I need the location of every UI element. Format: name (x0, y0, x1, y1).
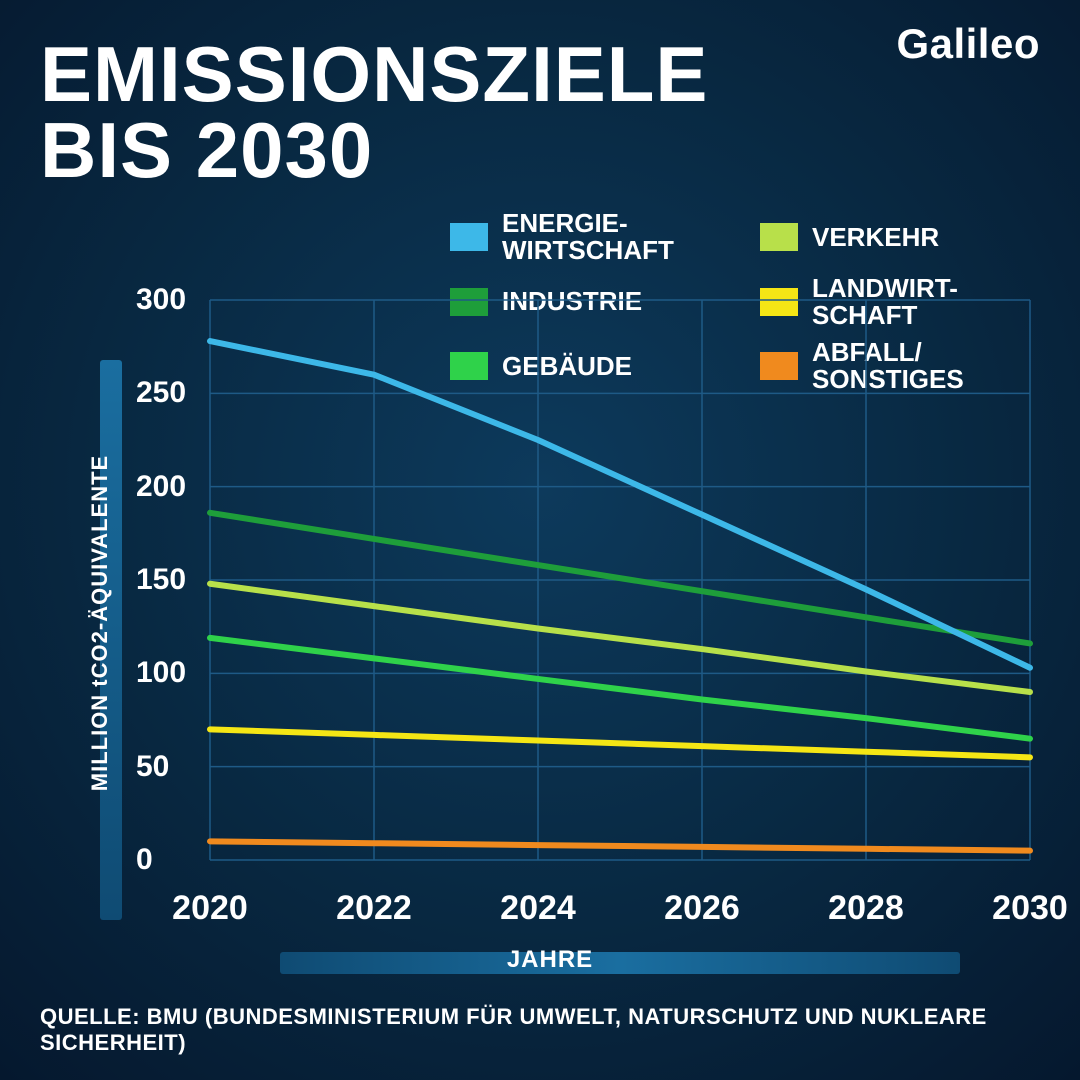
series-gebaeude (210, 638, 1030, 739)
brand-logo: Galileo (896, 20, 1040, 68)
series-abfall (210, 841, 1030, 850)
x-tick-label: 2024 (500, 889, 576, 928)
y-tick-label: 0 (136, 843, 153, 877)
y-tick-label: 150 (136, 563, 186, 597)
y-tick-label: 250 (136, 376, 186, 410)
x-tick-label: 2028 (828, 889, 904, 928)
series-verkehr (210, 584, 1030, 692)
legend-item-verkehr: VERKEHR (760, 210, 1050, 265)
x-tick-label: 2030 (992, 889, 1068, 928)
y-tick-label: 200 (136, 470, 186, 504)
series-energie (210, 341, 1030, 668)
x-tick-label: 2026 (664, 889, 740, 928)
chart-svg (60, 280, 1040, 930)
y-tick-label: 100 (136, 656, 186, 690)
legend-swatch (450, 223, 488, 251)
page-title: EMISSIONSZIELE BIS 2030 (40, 36, 708, 189)
y-tick-label: 50 (136, 750, 169, 784)
x-tick-label: 2022 (336, 889, 412, 928)
legend-swatch (760, 223, 798, 251)
legend-label: VERKEHR (812, 224, 939, 251)
emissions-line-chart: MILLION tCO2-ÄQUIVALENTE 050100150200250… (60, 280, 1040, 930)
legend-label: ENERGIE- WIRTSCHAFT (502, 210, 674, 265)
legend-item-energie: ENERGIE- WIRTSCHAFT (450, 210, 740, 265)
source-footer: QUELLE: BMU (BUNDESMINISTERIUM FÜR UMWEL… (40, 1004, 1040, 1056)
series-industrie (210, 513, 1030, 644)
x-tick-label: 2020 (172, 889, 248, 928)
x-axis-title: JAHRE (60, 946, 1040, 974)
y-tick-label: 300 (136, 283, 186, 317)
series-landwirt (210, 729, 1030, 757)
